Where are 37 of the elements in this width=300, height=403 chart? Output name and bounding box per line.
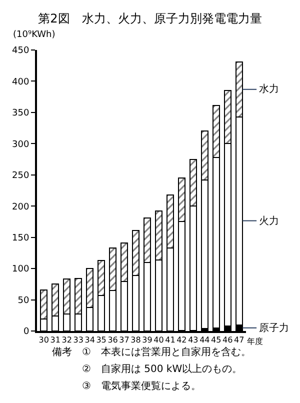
y-tick-label: 350 [12,108,30,119]
series-label: 水力 [259,83,279,95]
x-tick-label: 41 [165,336,176,345]
x-tick-label: 44 [200,336,210,345]
x-tick-label: 31 [50,336,60,345]
series-label: 火力 [259,215,279,227]
text: ② 自家用は 500 kW以上のもの。 [52,363,242,375]
y-tick-label: 0 [23,327,30,338]
x-tick-label: 42 [176,336,187,345]
y-tick-label: 100 [12,264,30,275]
text: ③ 電気事業便覧による。 [52,380,201,392]
x-tick-label: 38 [130,336,141,345]
x-tick-label: 40 [154,336,164,345]
x-tick-label: 39 [142,336,152,345]
x-tick-label: 30 [38,336,49,345]
text: 備考 ① 本表には営業用と自家用を含む。 [52,346,251,358]
x-tick-label: 47 [234,336,244,345]
y-tick-label: 150 [12,233,30,244]
y-axis-title: (10⁹KWh) [13,30,56,40]
y-tick-label: 300 [12,140,30,150]
x-tick-label: 36 [108,336,118,345]
x-axis-title: 年度 [247,337,263,346]
y-tick-label: 200 [12,202,30,212]
y-tick-label: 250 [12,171,30,182]
chart-title: 第2図 水力、火力、原子力別発電電力量 [38,12,262,26]
x-tick-label: 43 [188,336,198,345]
x-tick-label: 37 [119,336,130,345]
y-tick-label: 450 [12,46,30,56]
x-tick-label: 35 [96,336,106,345]
x-tick-label: 34 [84,336,95,345]
x-tick-label: 33 [73,336,84,345]
x-tick-label: 32 [62,336,72,345]
y-tick-label: 50 [18,296,30,306]
series-label: 原子力 [259,322,289,334]
y-tick-label: 400 [12,77,30,88]
x-tick-label: 46 [222,336,233,345]
x-tick-label: 45 [211,336,222,345]
